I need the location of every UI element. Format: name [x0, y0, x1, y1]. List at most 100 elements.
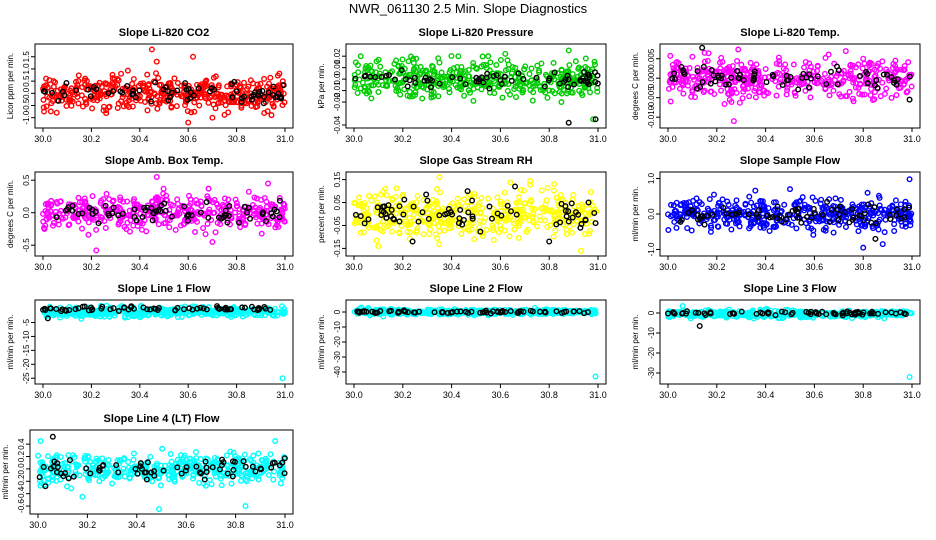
data-point	[575, 65, 582, 72]
data-point	[276, 214, 283, 221]
data-point	[718, 87, 725, 94]
data-point	[776, 58, 783, 65]
data-point	[809, 194, 816, 201]
data-point	[140, 82, 147, 89]
data-point	[430, 197, 437, 204]
data-point	[469, 215, 476, 222]
data-point	[157, 196, 164, 203]
data-point	[560, 78, 567, 85]
data-point	[166, 206, 173, 213]
data-point	[588, 199, 595, 206]
data-point	[217, 221, 224, 228]
data-point	[871, 66, 878, 73]
data-point	[372, 74, 379, 81]
x-tick-label: 31.0	[276, 134, 294, 144]
data-point	[893, 92, 900, 99]
data-point	[457, 75, 464, 82]
x-tick-label: 30.6	[179, 390, 197, 400]
data-point	[53, 109, 60, 116]
data-point	[594, 88, 601, 95]
data-point	[897, 84, 904, 91]
data-point	[822, 54, 829, 61]
data-point	[363, 205, 370, 212]
data-point	[697, 83, 704, 90]
data-point	[171, 75, 178, 82]
y-tick-label: 0.4	[17, 438, 26, 450]
data-point	[669, 75, 676, 82]
data-point	[756, 82, 763, 89]
data-point	[504, 208, 511, 215]
data-point	[738, 61, 745, 68]
data-point	[788, 221, 795, 228]
data-point	[701, 221, 708, 228]
data-point	[696, 75, 703, 82]
data-point	[796, 198, 803, 205]
y-tick-label: 1.5	[22, 51, 31, 63]
data-point	[545, 77, 552, 84]
data-point	[739, 95, 746, 102]
data-point	[436, 80, 443, 87]
data-point	[109, 198, 116, 205]
x-tick-label: 30.2	[708, 262, 726, 272]
data-point	[486, 85, 493, 92]
data-point	[242, 221, 249, 228]
x-tick-label: 30.0	[29, 520, 47, 530]
x-tick-label: 31.0	[589, 134, 607, 144]
data-point	[425, 215, 432, 222]
data-point	[907, 222, 914, 229]
x-tick-label: 30.8	[854, 134, 872, 144]
data-point	[490, 236, 497, 243]
data-point	[502, 50, 509, 57]
data-point	[277, 480, 284, 487]
data-point	[905, 59, 912, 66]
data-point	[182, 80, 189, 87]
data-point	[490, 73, 497, 80]
data-point	[484, 70, 491, 77]
data-point	[196, 102, 203, 109]
data-point	[752, 187, 759, 194]
data-point	[519, 89, 526, 96]
data-point	[198, 88, 205, 95]
data-point	[434, 205, 441, 212]
data-point	[479, 205, 486, 212]
data-point	[111, 76, 118, 83]
data-point	[151, 91, 158, 98]
data-point	[231, 209, 238, 216]
data-point	[191, 108, 198, 115]
data-point	[569, 214, 576, 221]
data-point	[43, 216, 50, 223]
data-point	[377, 63, 384, 70]
data-point	[756, 89, 763, 96]
data-point	[563, 90, 570, 97]
data-point	[279, 375, 286, 382]
data-point	[464, 188, 471, 195]
data-point	[233, 88, 240, 95]
data-point	[270, 476, 277, 483]
data-point	[667, 52, 674, 59]
data-point	[827, 68, 834, 75]
data-point	[368, 197, 375, 204]
data-point	[105, 90, 112, 97]
data-point	[908, 83, 915, 90]
data-point	[568, 200, 575, 207]
data-point	[842, 223, 849, 230]
page-title: NWR_061130 2.5 Min. Slope Diagnostics	[348, 1, 588, 16]
data-point	[876, 76, 883, 83]
y-tick-label: -0.15	[333, 239, 342, 258]
data-point	[803, 213, 810, 220]
data-point	[195, 85, 202, 92]
data-point	[93, 247, 100, 254]
panel-title: Slope Line 2 Flow	[430, 283, 523, 295]
data-point	[394, 85, 401, 92]
data-point	[259, 88, 266, 95]
data-point	[186, 192, 193, 199]
data-point	[493, 62, 500, 69]
data-point	[461, 92, 468, 99]
data-point	[457, 206, 464, 213]
data-point	[43, 75, 50, 82]
y-tick-label: -0.5	[22, 98, 31, 112]
y-axis-label: ml/min per min.	[631, 187, 640, 242]
y-axis-label: Licor ppm per min.	[6, 53, 15, 119]
data-point	[192, 229, 199, 236]
